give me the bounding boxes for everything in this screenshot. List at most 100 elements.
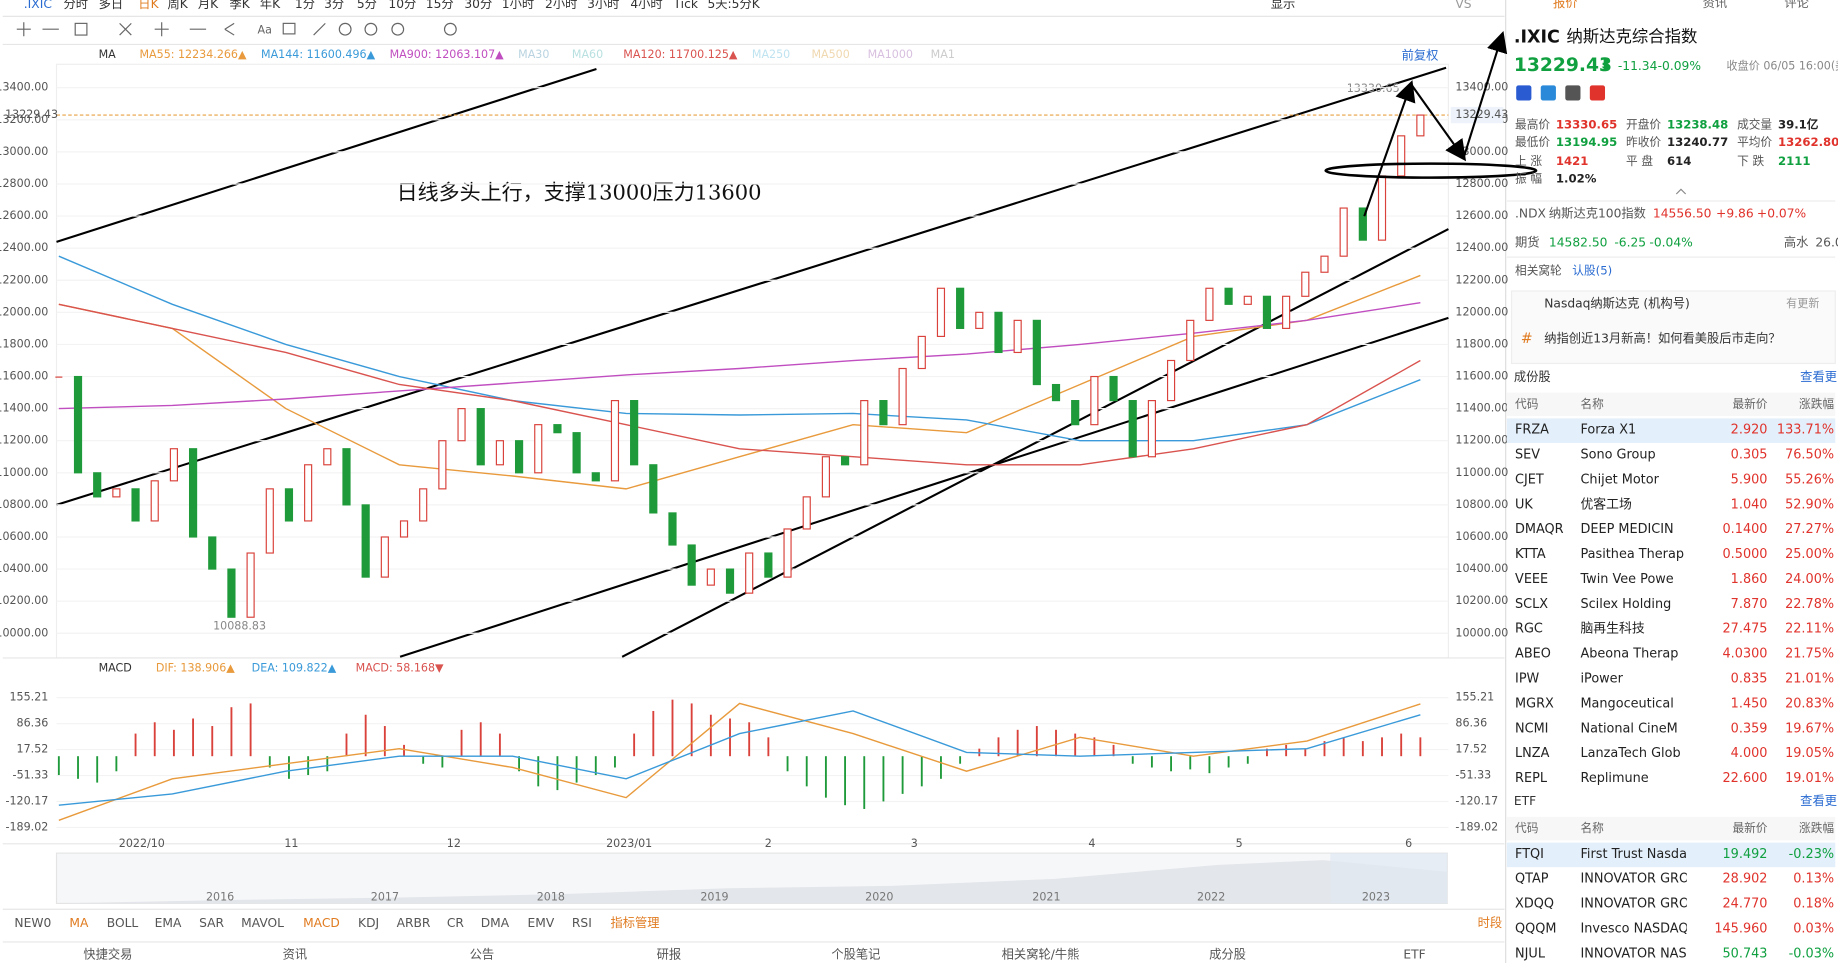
ticker[interactable]: FTQI [1515,847,1544,862]
ticker[interactable]: NJUL [1515,946,1546,961]
bottom-tab[interactable]: 研报 [657,946,682,961]
adjust-button[interactable]: 前复权 [1402,48,1439,63]
ticker[interactable]: FRZA [1515,423,1549,438]
ticker[interactable]: KTTA [1515,547,1546,562]
ticker[interactable]: CJET [1515,472,1544,487]
period-tab[interactable]: 2小时 [545,0,577,11]
bottom-tab[interactable]: 公告 [470,947,495,961]
company-name[interactable]: Invesco NASDAQ [1580,921,1688,936]
indicator-tab[interactable]: NEW0 [14,916,51,930]
bottom-tab[interactable]: 成分股 [1209,947,1246,961]
ticker[interactable]: SCLX [1515,597,1548,612]
quote-tab[interactable]: 报价 [1553,0,1578,10]
company-name[interactable]: Replimune [1580,771,1648,786]
quote-tab[interactable]: 资讯 [1703,0,1728,10]
indicator-tab[interactable]: RSI [572,916,592,930]
period-tab[interactable]: 周K [168,0,189,11]
ticker[interactable]: XDQQ [1515,897,1554,912]
period-tab[interactable]: 1分 [295,0,315,11]
period-tab[interactable]: .IXIC [24,0,52,11]
company-name[interactable]: Forza X1 [1580,423,1636,438]
company-name[interactable]: INNOVATOR GRO [1580,897,1689,912]
period-tab[interactable]: 年K [260,0,281,11]
ticker[interactable]: IPW [1515,672,1540,687]
company-name[interactable]: Sono Group [1580,447,1655,462]
more-link[interactable]: 查看更 [1800,794,1837,808]
period-tab[interactable]: 4小时 [630,0,662,11]
company-name[interactable]: First Trust Nasdaq [1580,847,1695,862]
ticker[interactable]: RGC [1515,622,1543,637]
warrant-link[interactable]: 认股(5) [1572,264,1612,278]
company-name[interactable]: Twin Vee Powe [1579,572,1673,587]
quote-tab[interactable]: 评论 [1784,0,1809,10]
indicator-tab[interactable]: MAVOL [241,916,284,930]
index-quote[interactable]: 14556.50 [1653,206,1712,220]
navigator-window[interactable] [1330,853,1448,904]
indicator-tab[interactable]: 指标管理 [610,915,659,930]
company-name[interactable]: LanzaTech Glob [1580,746,1680,761]
period-tab[interactable]: Tick [673,0,699,11]
index-quote[interactable]: +9.86 [1716,206,1754,220]
period-tab[interactable]: 15分 [426,0,454,11]
index-quote[interactable]: 纳斯达克100指数 [1549,205,1646,220]
company-name[interactable]: iPower [1580,672,1623,687]
company-name[interactable]: Mangoceutical [1580,696,1673,711]
company-name[interactable]: Pasithea Therap [1580,547,1684,562]
period-tab[interactable]: 30分 [464,0,492,11]
company-name[interactable]: Chijet Motor [1580,472,1659,487]
ticker[interactable]: VEEE [1515,572,1548,587]
share-icon[interactable] [1565,85,1581,101]
index-quote[interactable]: .NDX [1515,206,1547,220]
company-name[interactable]: DEEP MEDICIN [1580,522,1673,537]
compare-button[interactable]: VS [1455,0,1471,11]
ticker[interactable]: QQQM [1515,921,1556,936]
news-source[interactable]: Nasdaq纳斯达克 (机构号) [1544,295,1690,310]
bottom-tab[interactable]: 相关窝轮/牛熊 [1002,946,1080,961]
ticker[interactable]: QTAP [1515,872,1549,887]
indicator-tab[interactable]: MA [69,916,89,930]
news-headline[interactable]: 纳指创近13月新高！如何看美股后市走向？ [1544,330,1780,345]
period-tab[interactable]: 10分 [388,0,416,11]
period-tab[interactable]: 分时 [64,0,89,11]
company-name[interactable]: National CineM [1580,721,1677,736]
indicator-tab[interactable]: DMA [481,916,510,930]
indicator-tab[interactable]: SAR [199,916,224,930]
company-name[interactable]: 脑再生科技 [1580,622,1644,637]
ticker[interactable]: NCMI [1515,721,1548,736]
indicator-tab[interactable]: BOLL [107,916,139,930]
ticker[interactable]: LNZA [1515,746,1550,761]
period-tab[interactable]: 多日 [99,0,124,11]
share-icon[interactable] [1516,85,1532,101]
collapse-icon[interactable] [1675,188,1687,195]
bottom-tab[interactable]: ETF [1403,947,1425,961]
period-tab[interactable]: 5分 [357,0,377,11]
period-tab[interactable]: 1小时 [502,0,534,11]
company-name[interactable]: Scilex Holding [1580,597,1671,612]
company-name[interactable]: INNOVATOR GRO [1580,872,1689,887]
drawing-tools[interactable]: Aa [16,22,457,36]
share-icon[interactable] [1589,85,1606,101]
company-name[interactable]: 优客工场 [1580,496,1632,512]
index-quote[interactable]: +0.07% [1757,206,1806,220]
display-menu[interactable]: 显示 [1271,0,1296,11]
indicator-tab[interactable]: ARBR [397,916,431,930]
period-tab[interactable]: 3小时 [587,0,619,11]
period-tab[interactable]: 3分 [324,0,344,11]
ticker[interactable]: REPL [1515,771,1548,786]
share-icon[interactable] [1540,85,1556,101]
indicator-tab[interactable]: MACD [303,916,340,930]
period-button[interactable]: 时段 [1478,915,1503,930]
period-tab[interactable]: 月K [198,0,219,11]
ticker[interactable]: DMAQR [1515,522,1564,537]
more-link[interactable]: 查看更 [1800,370,1837,384]
period-tab[interactable]: 季K [229,0,250,11]
indicator-tab[interactable]: EMA [155,916,182,930]
period-tab[interactable]: 日K [138,0,159,11]
ticker[interactable]: ABEO [1515,647,1551,662]
indicator-tab[interactable]: KDJ [358,916,379,930]
bottom-tab[interactable]: 资讯 [283,947,308,961]
bottom-tab[interactable]: 个股笔记 [831,946,880,961]
bottom-tab[interactable]: 快捷交易 [83,946,132,961]
indicator-tab[interactable]: EMV [527,916,554,930]
period-tab[interactable]: 5天:5分K [707,0,760,11]
